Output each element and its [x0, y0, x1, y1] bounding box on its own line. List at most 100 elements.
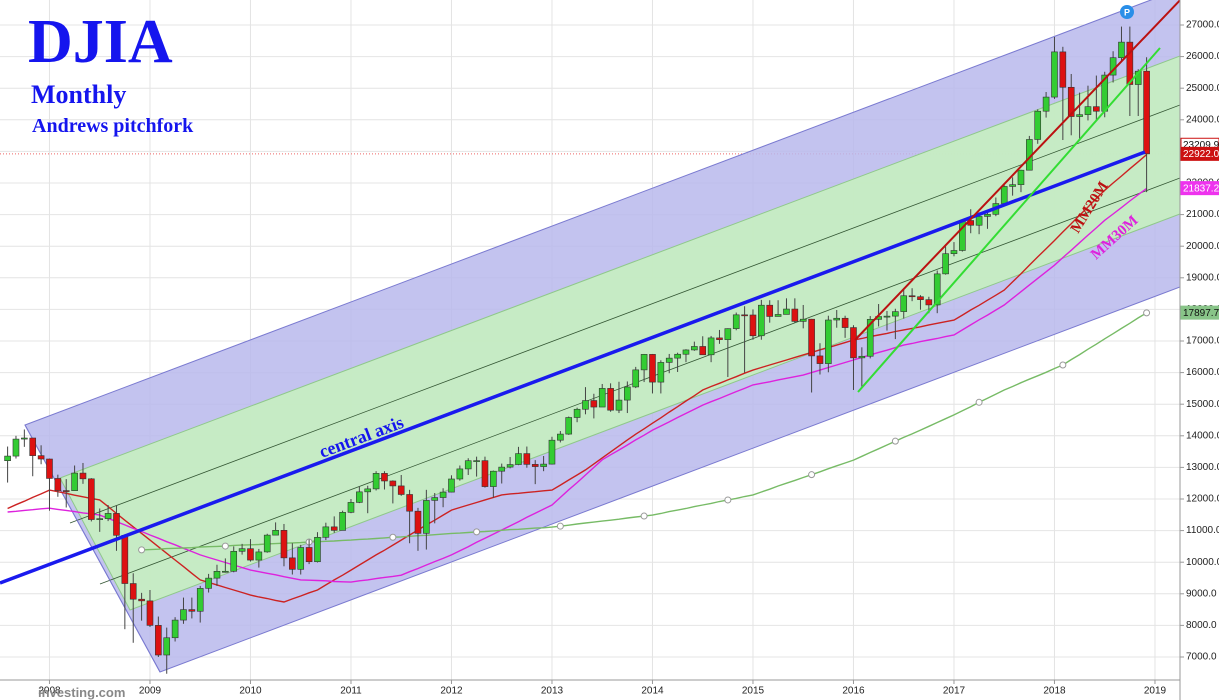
candle-body: [1017, 169, 1025, 185]
candle-body: [1059, 51, 1067, 88]
candle-body: [866, 319, 874, 357]
candle-body: [37, 455, 45, 460]
candle-body: [816, 355, 824, 364]
candle-body: [883, 315, 891, 318]
candle-body: [699, 346, 707, 356]
candle-body: [892, 311, 899, 317]
candle-body: [758, 304, 765, 337]
candle-body: [808, 318, 815, 357]
candle-body: [1000, 186, 1008, 204]
x-tick-label: 2010: [239, 686, 262, 697]
candle-body: [263, 534, 271, 553]
candle-body: [1084, 106, 1092, 115]
red-trend-line: [854, 0, 1180, 341]
candle-body: [984, 214, 991, 217]
candle-body: [238, 548, 246, 552]
candle-body: [749, 314, 757, 337]
x-tick-label: 2011: [340, 686, 362, 697]
candle-body: [188, 609, 196, 612]
candle-body: [1143, 70, 1150, 155]
candle-body: [858, 355, 866, 359]
candle-body: [1093, 106, 1100, 112]
pitchfork: [24, 0, 1180, 673]
candle-body: [205, 577, 212, 589]
x-tick-label: 2017: [943, 686, 966, 697]
candle-body: [649, 354, 656, 383]
candle-body: [573, 408, 581, 418]
watermark: investing.com: [38, 685, 125, 700]
pitchfork-line: [69, 104, 1180, 524]
x-tick-label: 2016: [842, 686, 865, 697]
candle-body: [397, 485, 405, 495]
candle-body: [163, 637, 171, 656]
candle-body: [841, 317, 849, 328]
candle-body: [925, 299, 933, 306]
candle-body: [590, 400, 598, 408]
candle-body: [1134, 70, 1142, 85]
candle-body: [439, 491, 447, 498]
x-tick-label: 2009: [139, 686, 162, 697]
candle-body: [531, 464, 539, 467]
price-label-box: [1180, 305, 1219, 320]
x-tick-label: 2014: [641, 686, 664, 697]
candle-body: [213, 570, 221, 579]
candle-body: [356, 491, 363, 503]
candle-body: [716, 337, 723, 340]
x-tick-label: 2018: [1043, 686, 1066, 697]
candle-body: [364, 488, 372, 493]
candle-body: [314, 536, 321, 563]
y-tick-label: 7000.0: [1186, 652, 1217, 663]
candle-body: [431, 497, 439, 501]
candle-body: [230, 550, 238, 572]
candle-body: [473, 460, 480, 462]
pitchfork-handle-icon[interactable]: [1120, 5, 1134, 19]
y-tick-label: 17000.0: [1186, 336, 1219, 347]
price-label-box: [1180, 146, 1219, 161]
candle-body: [799, 318, 807, 322]
candle-body: [113, 513, 120, 536]
ma-marker: [975, 398, 983, 406]
candle-body: [129, 583, 137, 600]
y-tick-label: 27000.0: [1186, 20, 1219, 31]
candle-body: [272, 530, 279, 536]
candle-body: [180, 609, 187, 621]
candle-body: [464, 460, 472, 470]
candle-body: [833, 317, 841, 321]
axes: 7000.0 8000.0 9000.0 10000.0 11000.0 12000.0 1…: [38, 20, 1219, 697]
y-tick-label: 12000.0: [1186, 494, 1219, 505]
candle-body: [523, 453, 531, 465]
price-label: 23209.9: [1183, 140, 1219, 151]
y-tick-label: 11000.0: [1186, 525, 1219, 536]
candle-body: [448, 478, 455, 493]
candle-body: [79, 472, 87, 480]
ma-marker: [221, 542, 229, 550]
candle-body: [1034, 110, 1042, 140]
candle-body: [540, 463, 547, 467]
candle-body: [247, 548, 254, 561]
chart-title: DJIA: [28, 8, 173, 76]
candle-body: [297, 547, 305, 570]
central-axis-line: [0, 150, 1146, 585]
candle-body: [171, 619, 179, 639]
candle-body: [322, 526, 330, 538]
y-tick-label: 9000.0: [1186, 588, 1217, 599]
price-label: 17897.7: [1183, 308, 1219, 319]
candle-body: [850, 327, 857, 359]
x-tick-label: 2012: [440, 686, 463, 697]
ma-marker: [1143, 309, 1151, 317]
ma-marker: [473, 528, 481, 536]
candle-body: [691, 346, 698, 351]
candle-body: [908, 295, 916, 298]
pitchfork-line: [99, 177, 1180, 585]
icon-letter: P: [1124, 7, 1130, 17]
candle-body: [289, 557, 296, 570]
ma-line: [7, 187, 1148, 583]
candle-body: [222, 570, 229, 573]
candle-body: [598, 388, 606, 408]
candle-body: [481, 460, 489, 487]
candle-body: [632, 369, 640, 388]
candle-body: [774, 314, 782, 317]
y-tick-label: 16000.0: [1186, 367, 1219, 378]
